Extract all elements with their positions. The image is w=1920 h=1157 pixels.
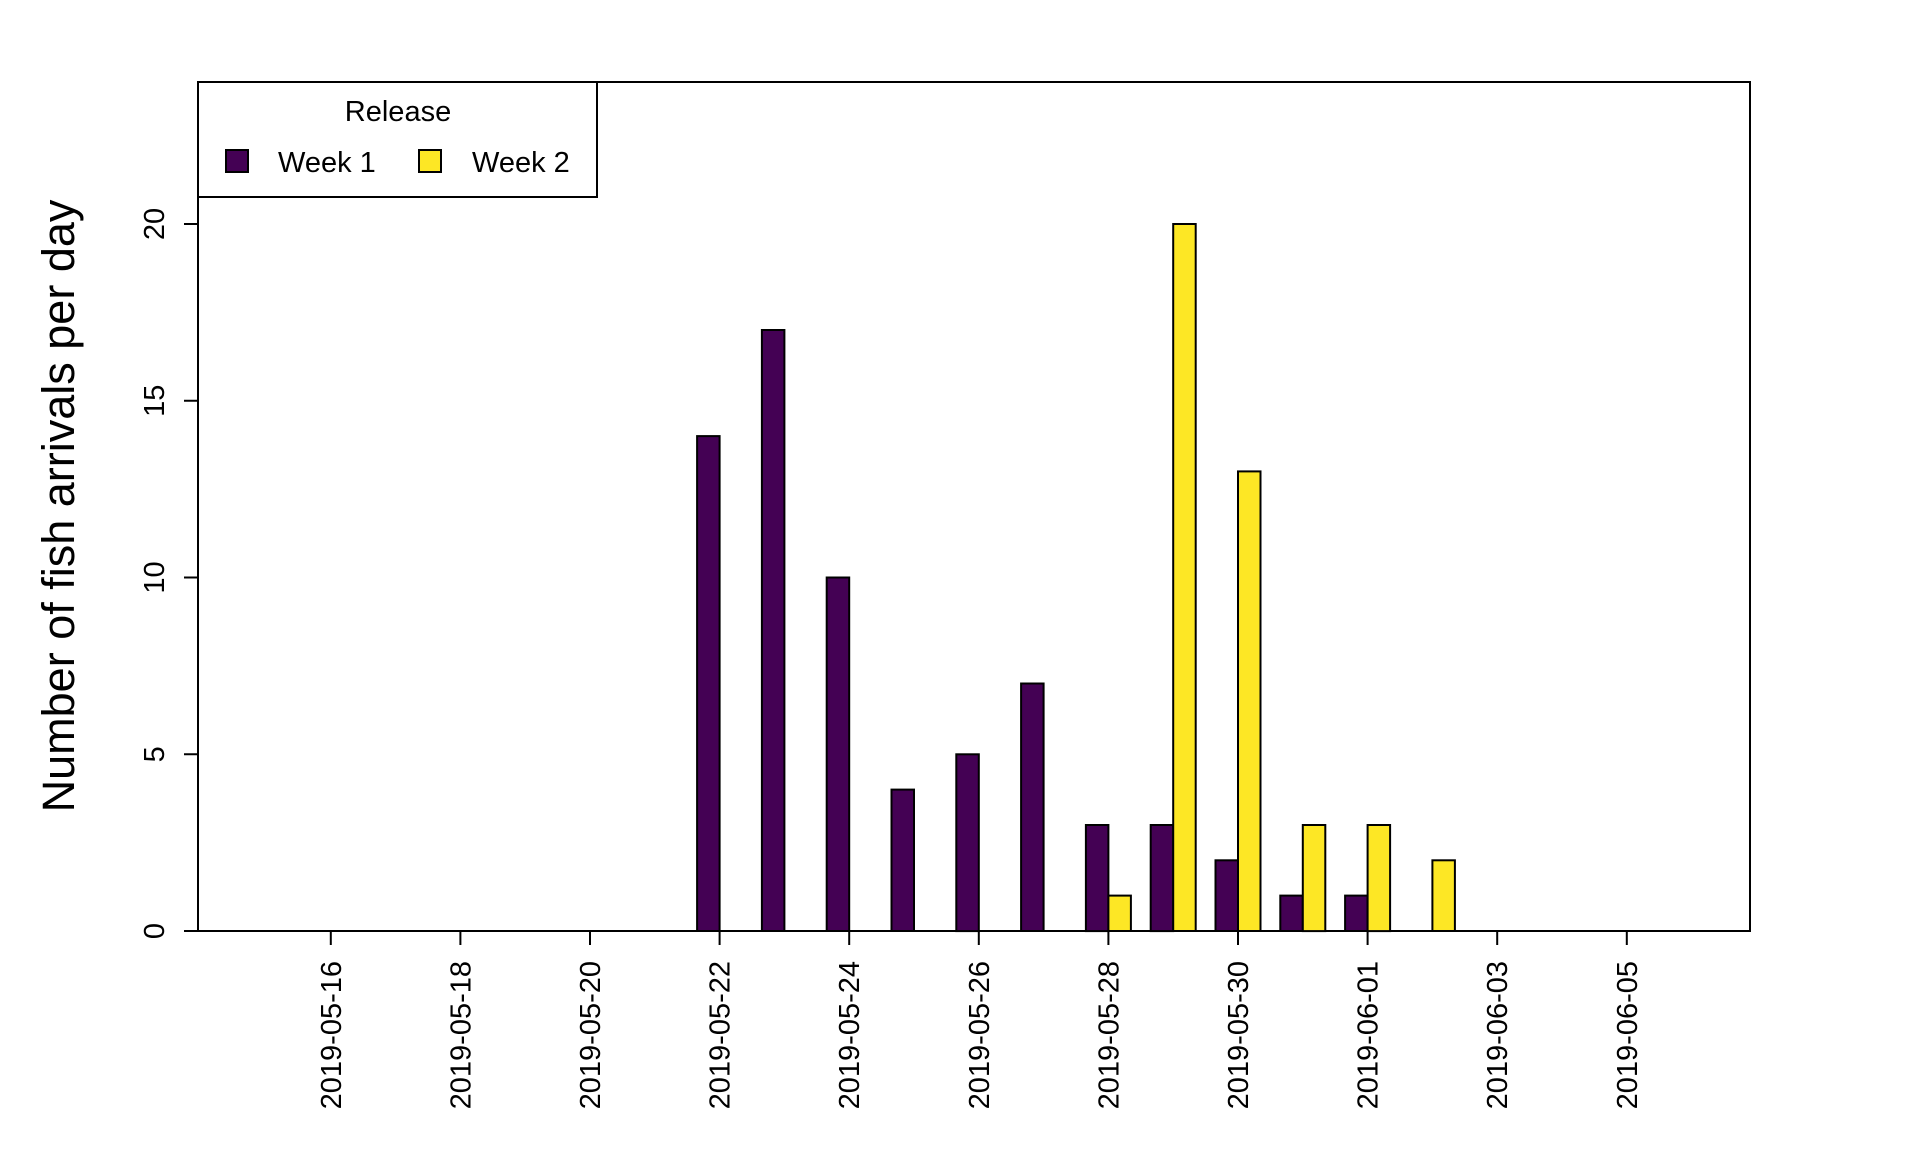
y-tick-label-15: 15	[139, 385, 171, 417]
x-tick-label-2019-06-03: 2019-06-03	[1482, 961, 1514, 1109]
y-tick-label-0: 0	[139, 923, 171, 939]
bar-week-2-2019-05-31	[1301, 824, 1327, 933]
y-axis: 0 5 10 15 20	[139, 208, 198, 939]
x-tick-label-2019-05-18: 2019-05-18	[445, 961, 477, 1109]
bar-week-2-2019-05-28	[1107, 894, 1132, 932]
legend-box	[197, 81, 598, 198]
legend-label-week-2: Week 2	[472, 147, 570, 179]
x-tick-label-2019-06-01: 2019-06-01	[1353, 961, 1385, 1109]
bar-week-1-2019-06-01	[1344, 894, 1369, 932]
y-axis-title: Number of fish arrivals per day	[33, 199, 84, 812]
x-tick-label-2019-05-16: 2019-05-16	[316, 961, 348, 1109]
legend-key-week-2	[418, 149, 442, 173]
bar-week-2-2019-06-01	[1366, 824, 1392, 933]
bar-week-2-2019-05-29	[1172, 223, 1197, 932]
x-axis: 2019-05-16 2019-05-18 2019-05-20 2019-05-22…	[316, 931, 1644, 1109]
bar-week-1-2019-05-24	[825, 576, 851, 932]
bar-week-1-2019-05-23	[760, 329, 786, 932]
y-tick-label-10: 10	[139, 561, 171, 593]
legend-key-week-1	[225, 149, 249, 173]
bar-week-1-2019-05-29	[1149, 824, 1175, 933]
legend-title: Release	[345, 96, 451, 128]
y-tick-label-20: 20	[139, 208, 171, 240]
x-tick-label-2019-05-28: 2019-05-28	[1093, 961, 1125, 1109]
y-tick-label-5: 5	[139, 746, 171, 762]
x-tick-label-2019-05-30: 2019-05-30	[1223, 961, 1255, 1109]
bar-week-2-2019-06-02	[1431, 859, 1456, 932]
legend-label-week-1: Week 1	[278, 147, 376, 179]
bar-week-1-2019-05-28	[1084, 824, 1110, 933]
bar-week-1-2019-05-30	[1214, 859, 1239, 932]
legend-items: Week 1 Week 2	[225, 147, 570, 179]
bars-layer	[696, 223, 1456, 933]
x-tick-label-2019-06-05: 2019-06-05	[1612, 961, 1644, 1109]
bar-week-1-2019-05-25	[890, 788, 915, 932]
bar-week-1-2019-05-31	[1279, 894, 1304, 932]
x-tick-label-2019-05-24: 2019-05-24	[834, 961, 866, 1109]
legend: Release Week 1 Week 2	[197, 81, 598, 198]
bar-week-1-2019-05-27	[1020, 682, 1045, 932]
x-tick-label-2019-05-26: 2019-05-26	[964, 961, 996, 1109]
x-tick-label-2019-05-22: 2019-05-22	[705, 961, 737, 1109]
bar-week-2-2019-05-30	[1237, 470, 1262, 932]
bar-week-1-2019-05-22	[696, 435, 721, 932]
x-tick-label-2019-05-20: 2019-05-20	[575, 961, 607, 1109]
bar-week-1-2019-05-26	[955, 753, 980, 933]
